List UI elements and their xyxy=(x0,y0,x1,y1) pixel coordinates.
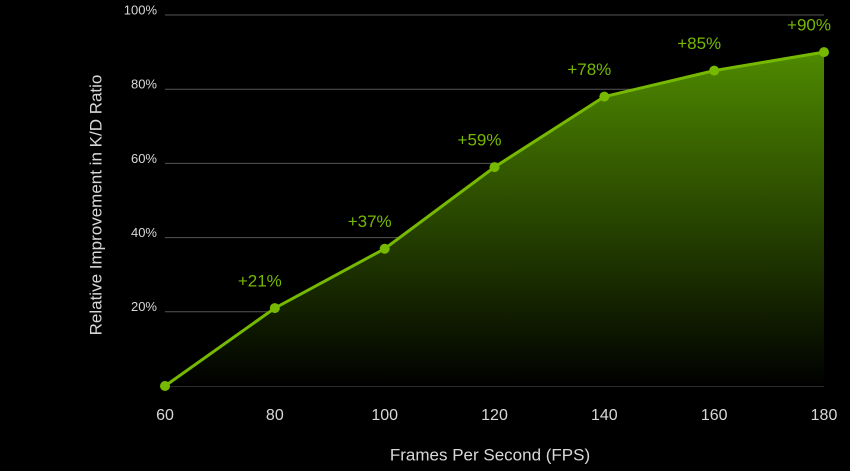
x-tick-label: 140 xyxy=(591,407,618,424)
x-tick-label: 60 xyxy=(156,407,174,424)
data-point xyxy=(160,381,170,391)
y-tick-label: 20% xyxy=(131,299,157,314)
y-tick-label: 60% xyxy=(131,151,157,166)
x-axis-label: Frames Per Second (FPS) xyxy=(390,445,590,464)
x-tick-label: 180 xyxy=(811,407,838,424)
data-point xyxy=(819,47,829,58)
data-label: +78% xyxy=(567,60,611,79)
y-tick-label: 40% xyxy=(131,225,157,240)
x-tick-label: 100 xyxy=(371,407,398,424)
x-tick-label: 80 xyxy=(266,407,284,424)
data-point xyxy=(489,162,500,173)
y-tick-label: 100% xyxy=(124,2,158,17)
data-label: +90% xyxy=(787,16,831,35)
data-point xyxy=(269,303,280,314)
x-tick-label: 120 xyxy=(481,407,508,424)
y-tick-label: 80% xyxy=(131,77,157,92)
data-point xyxy=(599,91,610,102)
data-label: +85% xyxy=(677,34,721,53)
data-label: +37% xyxy=(348,212,392,231)
area-fill xyxy=(165,52,824,386)
data-label: +21% xyxy=(238,272,282,291)
x-tick-label: 160 xyxy=(701,407,728,424)
data-point xyxy=(379,243,390,254)
y-axis-label: Relative Improvement in K/D Ratio xyxy=(86,75,105,336)
data-label: +59% xyxy=(458,131,502,150)
data-point xyxy=(709,65,720,76)
